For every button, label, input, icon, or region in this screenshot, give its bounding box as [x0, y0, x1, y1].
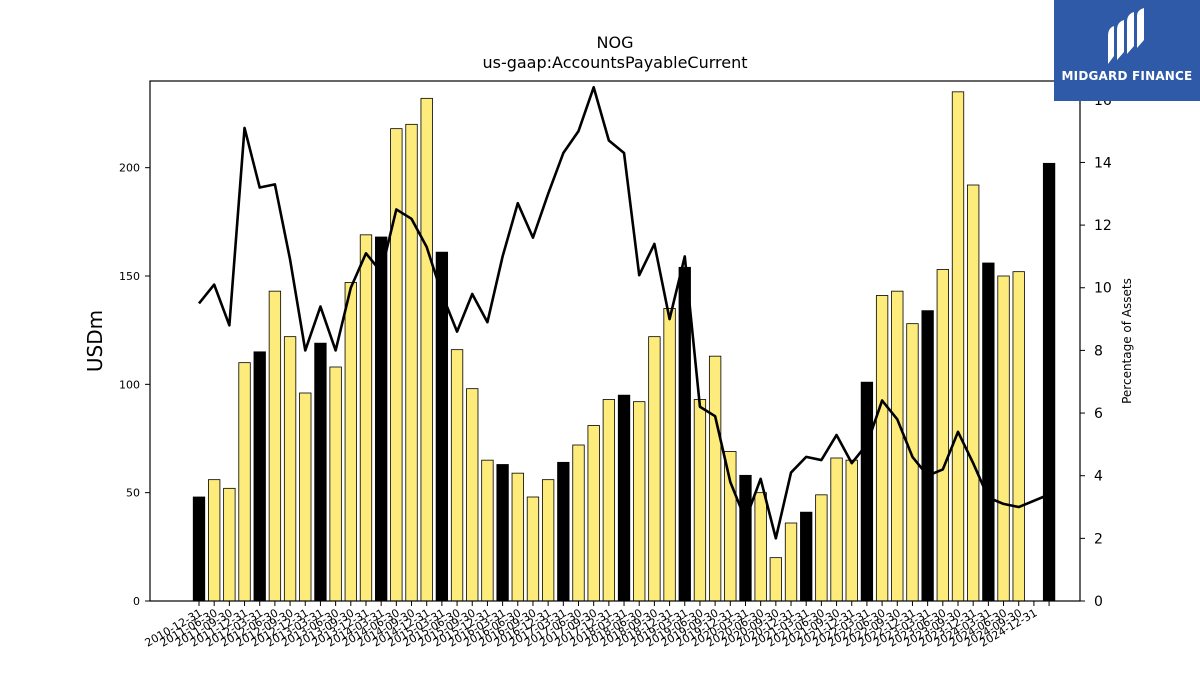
y2-tick-label: 10 — [1094, 281, 1112, 297]
y2-tick-label: 2 — [1094, 531, 1103, 547]
bar-2011-12-31 — [253, 351, 266, 602]
bar-2015-12-31 — [496, 464, 509, 602]
y-tick-label: 50 — [126, 487, 140, 500]
bar-2015-03-31 — [450, 349, 464, 602]
bar-2017-12-31 — [617, 394, 631, 602]
bar-2017-09-30 — [602, 399, 616, 602]
y-axis-label: USDm — [83, 310, 107, 372]
bar-2012-03-31 — [268, 290, 282, 602]
y2-axis-label: Percentage of Assets — [1120, 278, 1134, 404]
bar-2015-09-30 — [481, 459, 494, 602]
bar-2018-06-30 — [648, 336, 661, 602]
bar-2023-12-31 — [982, 262, 995, 602]
bar-2020-03-31 — [754, 492, 767, 602]
chart-title: NOG — [597, 33, 634, 52]
bar-2020-12-31 — [800, 511, 813, 602]
bar-2019-06-30 — [708, 355, 722, 602]
bar-2018-09-30 — [663, 308, 676, 602]
bar-2024-12-31 — [1042, 162, 1056, 602]
bar-2020-09-30 — [784, 522, 798, 602]
y2-tick-label: 12 — [1094, 218, 1112, 234]
bar-2017-03-31 — [572, 444, 585, 602]
bar-2014-09-30 — [420, 97, 433, 602]
bar-2019-12-31 — [739, 474, 752, 602]
bar-2011-09-30 — [238, 362, 251, 602]
y2-tick-label: 6 — [1094, 406, 1103, 422]
bar-2011-06-30 — [223, 487, 236, 602]
bar-2016-03-31 — [511, 472, 524, 602]
y2-tick-label: 8 — [1094, 343, 1103, 359]
bar-2013-06-30 — [344, 282, 357, 602]
bar-2014-03-31 — [390, 128, 403, 602]
line-series — [197, 85, 1050, 540]
bar-2014-06-30 — [405, 123, 418, 602]
bar-2013-09-30 — [359, 234, 373, 602]
bar-series — [192, 91, 1056, 602]
bar-2022-12-31 — [921, 310, 934, 602]
bar-2017-06-30 — [587, 425, 600, 602]
bar-2023-09-30 — [967, 184, 980, 602]
bar-2011-03-31 — [208, 479, 221, 602]
bar-2010-12-31 — [192, 496, 206, 602]
bar-2023-03-31 — [936, 269, 949, 602]
bar-2012-12-31 — [314, 342, 327, 602]
bar-2013-03-31 — [329, 366, 342, 602]
bar-2012-06-30 — [283, 336, 297, 602]
bar-2019-03-31 — [693, 399, 707, 602]
y2-tick-label: 14 — [1094, 155, 1112, 171]
bar-2024-06-30 — [1012, 271, 1025, 602]
bar-2016-09-30 — [541, 479, 555, 602]
bar-2021-09-30 — [845, 459, 858, 602]
chart-subtitle: us-gaap:AccountsPayableCurrent — [482, 53, 747, 72]
y2-tick-label: 0 — [1094, 594, 1103, 610]
y2-tick-label: 4 — [1094, 469, 1103, 485]
plot-frame — [149, 80, 1081, 602]
brand-logo: MIDGARD FINANCE — [1054, 0, 1200, 101]
bar-2015-06-30 — [466, 388, 479, 602]
bar-2018-12-31 — [678, 266, 691, 602]
bar-2018-03-31 — [633, 401, 646, 602]
bar-2021-12-31 — [860, 381, 874, 602]
bar-2024-03-31 — [997, 275, 1010, 602]
bar-2016-12-31 — [557, 461, 570, 602]
y-tick-label: 0 — [133, 595, 140, 608]
bar-2012-09-30 — [299, 392, 312, 602]
axes: 05010015020002468101214162010-12-312011-… — [119, 80, 1112, 650]
y-tick-label: 200 — [119, 162, 140, 175]
y-tick-label: 150 — [119, 270, 140, 283]
bar-2022-06-30 — [891, 290, 904, 602]
bar-2022-03-31 — [875, 295, 889, 602]
bar-2023-06-30 — [951, 91, 965, 602]
bar-2019-09-30 — [724, 451, 737, 602]
midgard-logo-icon — [1108, 8, 1144, 64]
y-tick-label: 100 — [119, 378, 140, 391]
bar-2021-06-30 — [830, 457, 843, 602]
bar-2021-03-31 — [815, 494, 828, 602]
percentage-line — [197, 85, 1050, 540]
bar-2020-06-30 — [769, 557, 782, 602]
bar-2016-06-30 — [526, 496, 540, 602]
bar-2013-12-31 — [375, 236, 388, 602]
logo-text: MIDGARD FINANCE — [1061, 69, 1193, 83]
